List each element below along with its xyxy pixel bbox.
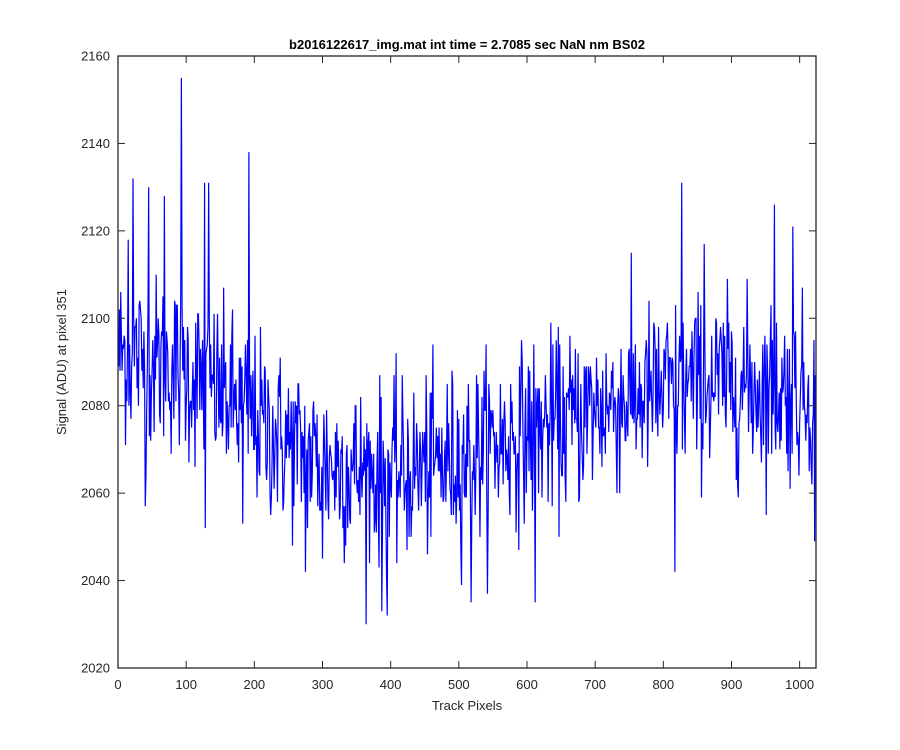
y-tick-label: 2060 xyxy=(81,486,110,501)
x-axis-label: Track Pixels xyxy=(432,698,503,713)
signal-series-line xyxy=(118,77,817,625)
x-tick-label: 700 xyxy=(584,677,606,692)
x-tick-label: 500 xyxy=(448,677,470,692)
axes-box xyxy=(117,55,817,669)
y-tick-label: 2080 xyxy=(81,398,110,413)
y-axis-label: Signal (ADU) at pixel 351 xyxy=(54,289,69,435)
x-tick-label: 400 xyxy=(380,677,402,692)
y-axis: 2020 2040 2060 2080 2100 2120 2140 2160 xyxy=(81,49,816,676)
x-tick-label: 800 xyxy=(652,677,674,692)
y-tick-label: 2160 xyxy=(81,49,110,64)
x-tick-label: 300 xyxy=(312,677,334,692)
x-tick-label: 900 xyxy=(721,677,743,692)
x-tick-label: 1000 xyxy=(785,677,814,692)
y-tick-label: 2020 xyxy=(81,661,110,676)
y-tick-label: 2040 xyxy=(81,573,110,588)
y-tick-label: 2100 xyxy=(81,311,110,326)
x-tick-label: 100 xyxy=(175,677,197,692)
series-layer xyxy=(118,77,817,625)
x-axis: 0 100 200 300 400 500 600 700 800 900 1000 xyxy=(114,56,814,692)
y-tick-label: 2120 xyxy=(81,223,110,238)
y-tick-label: 2140 xyxy=(81,136,110,151)
chart-title: b2016122617_img.mat int time = 2.7085 se… xyxy=(289,37,645,52)
x-tick-label: 200 xyxy=(243,677,265,692)
x-tick-label: 0 xyxy=(114,677,121,692)
x-tick-label: 600 xyxy=(516,677,538,692)
